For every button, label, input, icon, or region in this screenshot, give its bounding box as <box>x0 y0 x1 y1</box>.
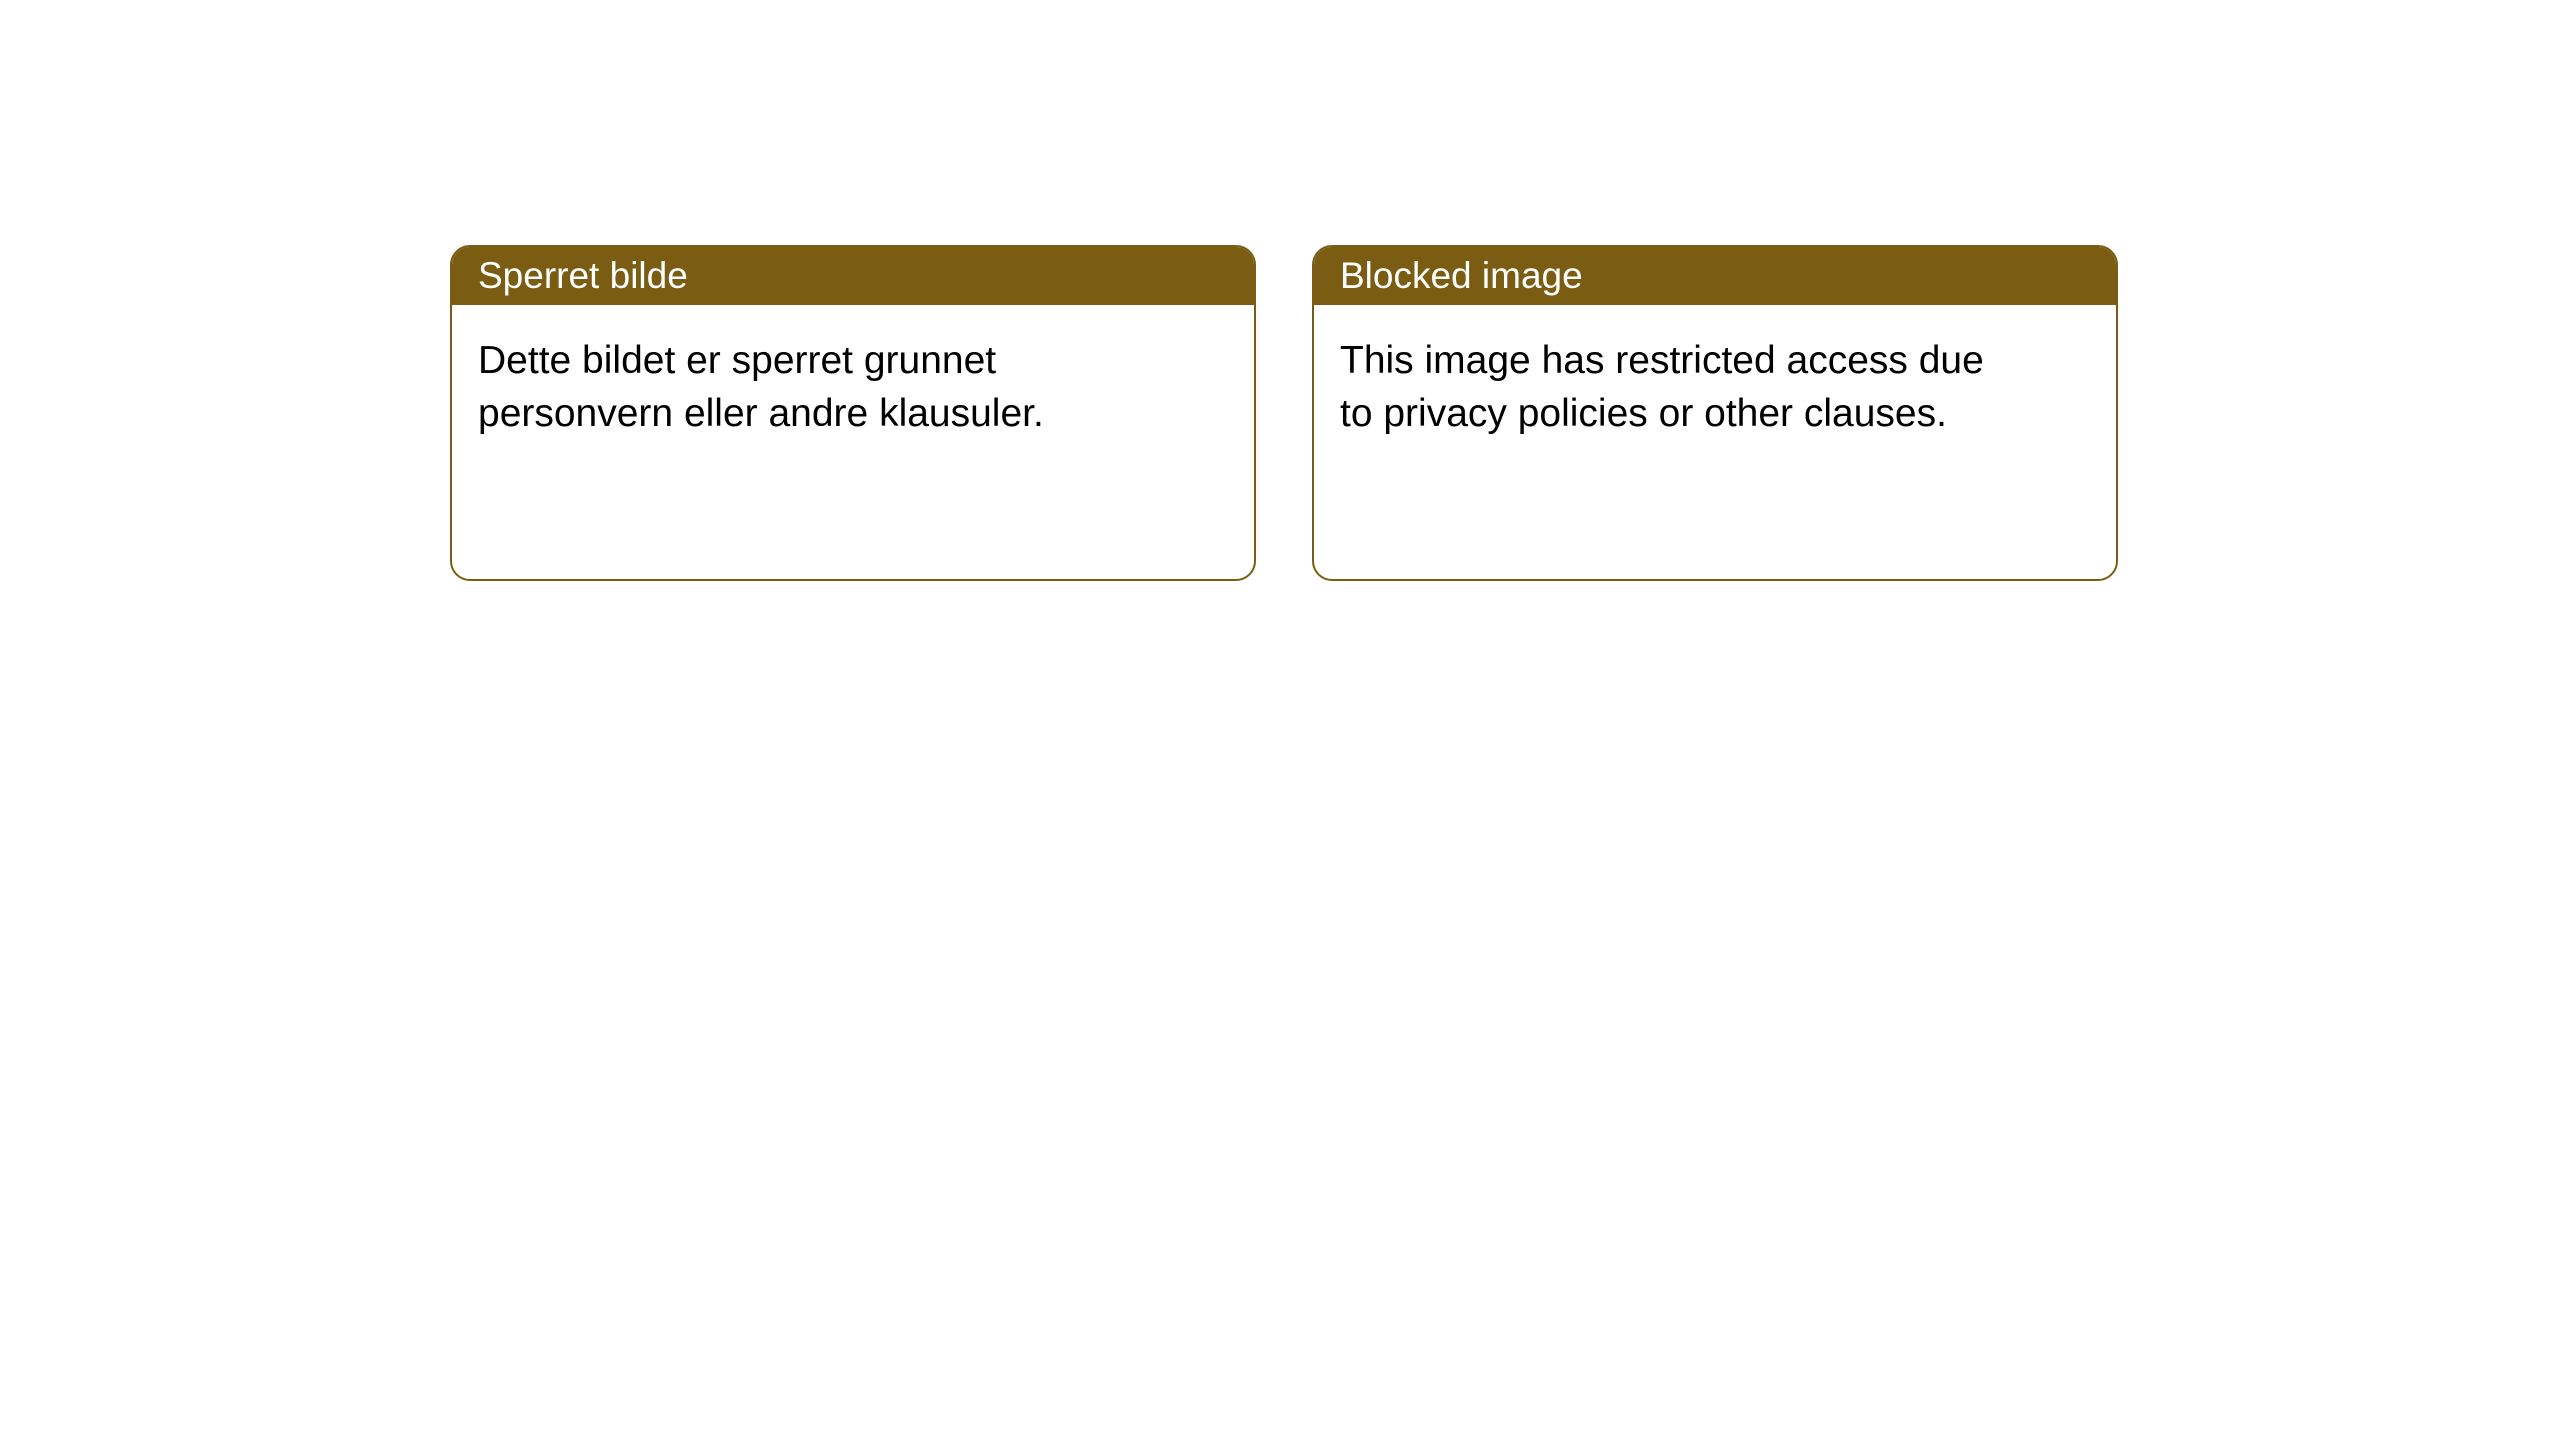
notice-title-norwegian: Sperret bilde <box>452 247 1254 305</box>
notice-body-english: This image has restricted access due to … <box>1314 305 2034 470</box>
notice-box-norwegian: Sperret bilde Dette bildet er sperret gr… <box>450 245 1256 581</box>
notice-container: Sperret bilde Dette bildet er sperret gr… <box>450 245 2118 581</box>
notice-box-english: Blocked image This image has restricted … <box>1312 245 2118 581</box>
notice-title-english: Blocked image <box>1314 247 2116 305</box>
notice-body-norwegian: Dette bildet er sperret grunnet personve… <box>452 305 1172 470</box>
